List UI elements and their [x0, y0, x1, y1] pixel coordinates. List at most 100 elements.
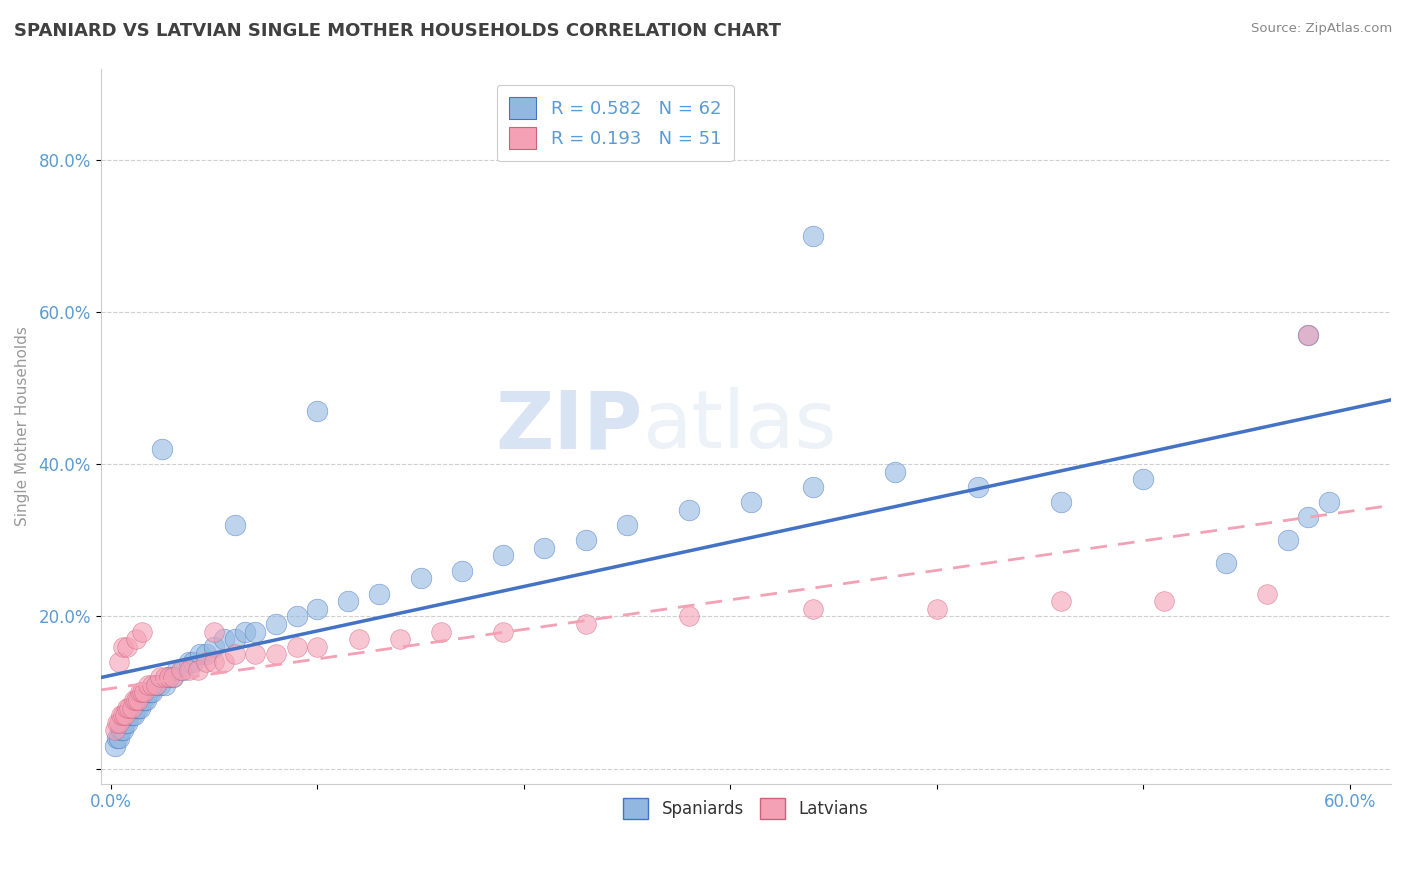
Point [157, 670, 180, 684]
Point [1049, 495, 1071, 509]
Point [145, 678, 167, 692]
Point [128, 700, 150, 714]
Point [132, 685, 155, 699]
Point [110, 708, 132, 723]
Point [122, 693, 145, 707]
Point [117, 715, 139, 730]
Point [141, 685, 163, 699]
Point [1298, 327, 1320, 342]
Y-axis label: Single Mother Households: Single Mother Households [15, 326, 30, 526]
Point [112, 708, 135, 723]
Point [214, 632, 236, 647]
Point [118, 700, 141, 714]
Point [127, 693, 149, 707]
Point [117, 700, 139, 714]
Point [224, 518, 246, 533]
Point [153, 670, 176, 684]
Point [1298, 510, 1320, 524]
Point [245, 624, 267, 639]
Point [179, 663, 201, 677]
Point [202, 640, 225, 654]
Point [285, 609, 308, 624]
Point [124, 632, 146, 647]
Point [1277, 533, 1299, 548]
Point [114, 715, 136, 730]
Point [145, 678, 167, 692]
Point [135, 693, 157, 707]
Point [132, 693, 155, 707]
Point [678, 609, 700, 624]
Point [533, 541, 555, 555]
Point [136, 685, 159, 699]
Point [801, 480, 824, 494]
Point [967, 480, 990, 494]
Point [368, 586, 391, 600]
Point [285, 640, 308, 654]
Point [388, 632, 411, 647]
Point [172, 663, 194, 677]
Point [136, 678, 159, 692]
Point [1298, 327, 1320, 342]
Point [131, 685, 153, 699]
Point [127, 700, 149, 714]
Text: atlas: atlas [643, 387, 837, 465]
Point [202, 624, 225, 639]
Point [616, 518, 638, 533]
Point [117, 640, 139, 654]
Point [224, 648, 246, 662]
Point [492, 624, 515, 639]
Point [194, 648, 217, 662]
Point [104, 723, 127, 738]
Point [925, 601, 948, 615]
Point [149, 670, 172, 684]
Point [801, 601, 824, 615]
Point [121, 700, 143, 714]
Point [108, 655, 131, 669]
Point [202, 655, 225, 669]
Point [108, 731, 131, 745]
Point [194, 655, 217, 669]
Point [264, 616, 287, 631]
Point [575, 616, 598, 631]
Point [430, 624, 453, 639]
Point [112, 640, 135, 654]
Text: Source: ZipAtlas.com: Source: ZipAtlas.com [1251, 22, 1392, 36]
Point [152, 442, 174, 456]
Point [264, 648, 287, 662]
Point [1049, 594, 1071, 608]
Point [245, 648, 267, 662]
Point [188, 648, 211, 662]
Point [114, 708, 136, 723]
Point [112, 723, 135, 738]
Point [1317, 495, 1340, 509]
Point [128, 685, 150, 699]
Point [131, 693, 153, 707]
Point [149, 678, 172, 692]
Text: SPANIARD VS LATVIAN SINGLE MOTHER HOUSEHOLDS CORRELATION CHART: SPANIARD VS LATVIAN SINGLE MOTHER HOUSEH… [14, 22, 782, 40]
Point [224, 632, 246, 647]
Point [170, 663, 193, 677]
Text: ZIP: ZIP [495, 387, 643, 465]
Point [124, 693, 146, 707]
Point [409, 571, 432, 585]
Point [337, 594, 360, 608]
Point [1153, 594, 1175, 608]
Point [307, 404, 329, 418]
Point [801, 228, 824, 243]
Point [141, 678, 163, 692]
Point [492, 549, 515, 563]
Point [884, 465, 907, 479]
Point [162, 670, 184, 684]
Point [153, 678, 176, 692]
Point [162, 670, 184, 684]
Point [214, 655, 236, 669]
Point [179, 655, 201, 669]
Point [105, 731, 128, 745]
Point [307, 640, 329, 654]
Point [1256, 586, 1278, 600]
Point [121, 708, 143, 723]
Point [157, 670, 180, 684]
Point [451, 564, 474, 578]
Point [1215, 556, 1237, 570]
Point [110, 723, 132, 738]
